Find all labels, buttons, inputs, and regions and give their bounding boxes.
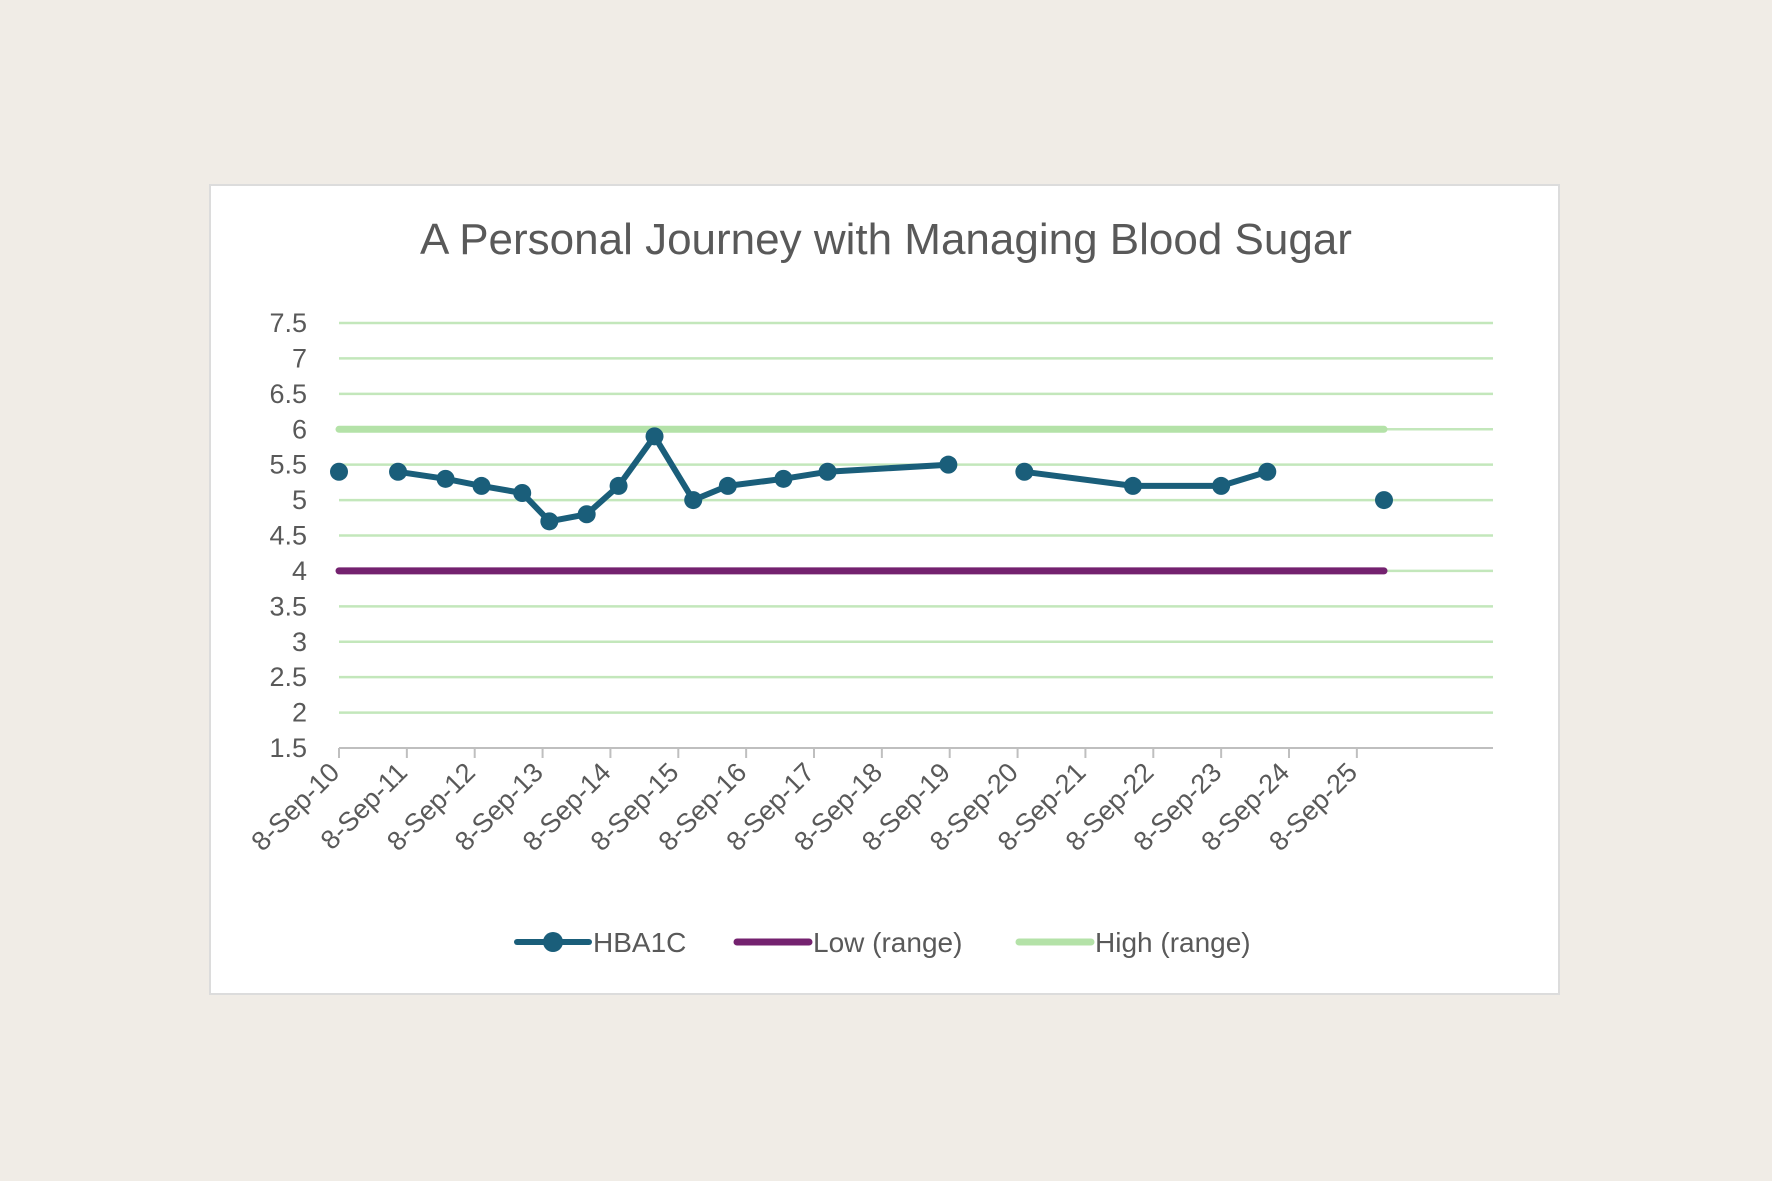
hba1c-point <box>718 476 737 495</box>
hba1c-point <box>645 427 664 446</box>
series-layer <box>330 425 1393 575</box>
hba1c-point <box>1212 476 1231 495</box>
hba1c-point <box>1258 462 1277 481</box>
hba1c-point <box>1123 476 1142 495</box>
hba1c-point <box>389 462 408 481</box>
legend-marker-hba1c <box>543 932 563 952</box>
hba1c-point <box>774 469 793 488</box>
y-tick-label: 6.5 <box>269 379 307 409</box>
y-tick-label: 6 <box>292 414 307 444</box>
y-tick-label: 3.5 <box>269 591 307 621</box>
y-tick-label: 3 <box>292 627 307 657</box>
chart-title: A Personal Journey with Managing Blood S… <box>420 215 1352 264</box>
hba1c-point <box>513 484 532 502</box>
legend-layer: HBA1C Low (range) High (range) <box>514 927 1251 958</box>
y-tick-label: 5.5 <box>269 450 307 480</box>
hba1c-point <box>577 505 596 524</box>
y-tick-label: 4 <box>292 556 307 586</box>
y-tick-label: 5 <box>292 485 307 515</box>
hba1c-point <box>1015 462 1034 481</box>
legend-label-high-range: High (range) <box>1095 927 1251 958</box>
chart-svg: A Personal Journey with Managing Blood S… <box>245 215 1493 958</box>
grid-layer <box>339 321 1493 714</box>
hba1c-point <box>609 476 628 495</box>
hba1c-point <box>472 476 491 495</box>
axis-layer: 1.522.533.544.555.566.577.58-Sep-108-Sep… <box>245 308 1493 857</box>
hba1c-point <box>1375 491 1393 510</box>
chart-card: A Personal Journey with Managing Blood S… <box>209 184 1560 995</box>
y-tick-label: 7 <box>292 343 307 373</box>
hba1c-point <box>939 455 958 474</box>
hba1c-point <box>436 469 455 488</box>
legend-label-hba1c: HBA1C <box>593 927 686 958</box>
hba1c-point <box>684 491 703 510</box>
y-tick-label: 1.5 <box>269 733 307 763</box>
y-tick-label: 7.5 <box>269 308 307 338</box>
y-tick-label: 2 <box>292 698 307 728</box>
y-tick-label: 4.5 <box>269 521 307 551</box>
hba1c-point <box>540 512 559 531</box>
hba1c-point <box>330 462 348 481</box>
hba1c-point <box>818 462 837 481</box>
y-tick-label: 2.5 <box>269 662 307 692</box>
hba1c-line <box>1021 468 1271 489</box>
legend-label-low-range: Low (range) <box>813 927 962 958</box>
